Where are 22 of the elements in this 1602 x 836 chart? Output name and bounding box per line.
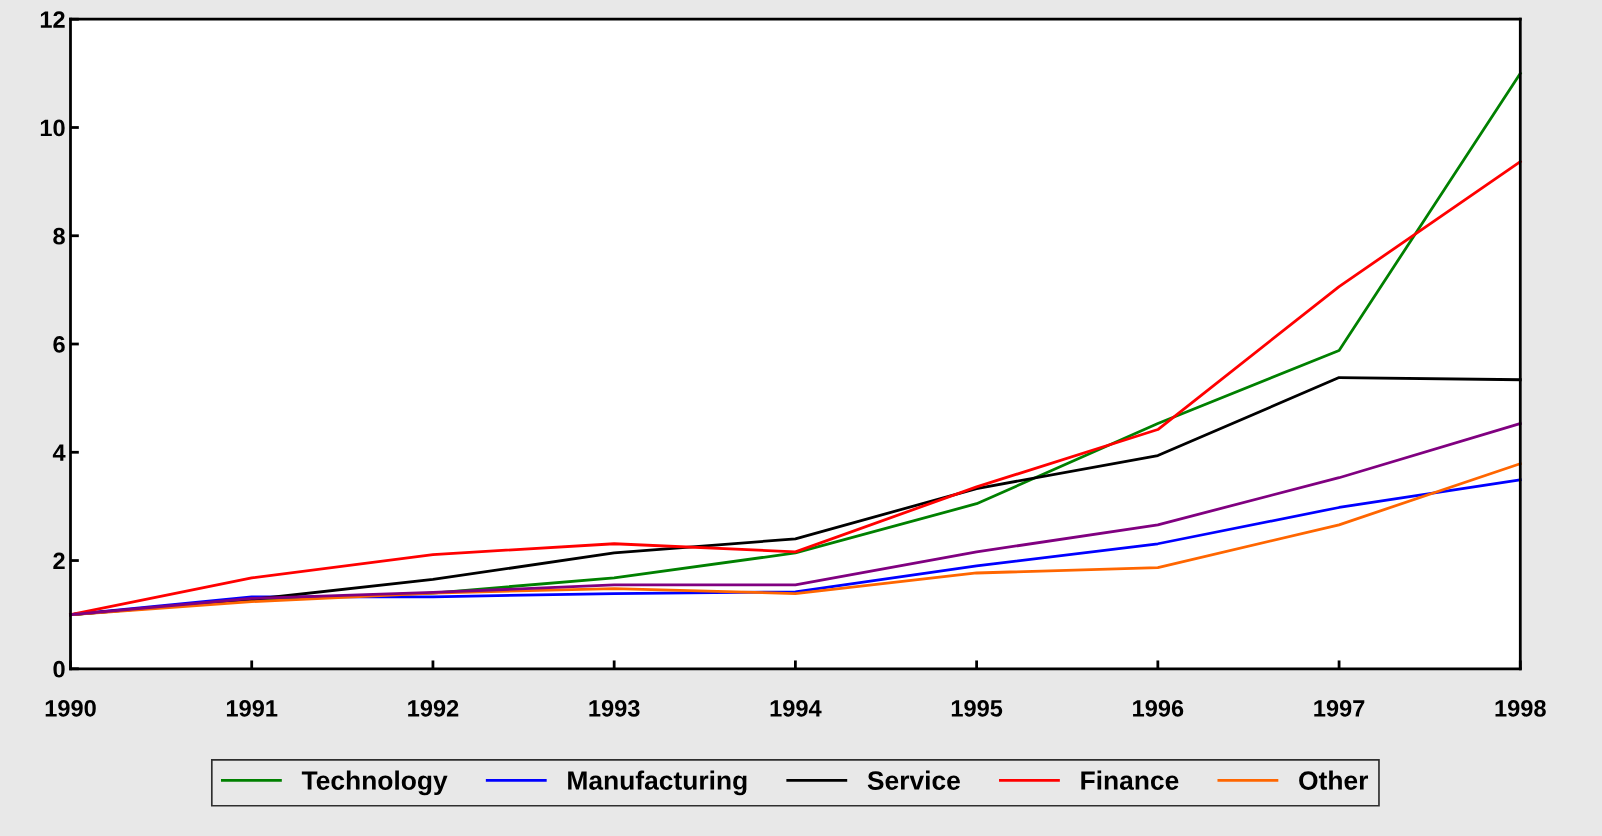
x-tick-label: 1998	[1495, 699, 1546, 717]
legend-label: Finance	[1081, 770, 1179, 790]
x-tick-label: 1991	[226, 699, 278, 717]
x-tick-label: 1996	[1133, 699, 1184, 717]
legend-label: Technology	[301, 770, 448, 796]
y-tick-label: 2	[53, 552, 65, 570]
x-tick-label: 1993	[589, 699, 640, 717]
y-tick-label: 8	[53, 227, 65, 245]
y-tick-label: 10	[40, 119, 65, 137]
x-tick-label: 1994	[770, 699, 822, 717]
y-tick-label: 0	[53, 660, 65, 678]
y-tick-label: 12	[40, 11, 65, 28]
legend-label: Other	[1299, 770, 1369, 790]
x-tick-label: 1990	[45, 699, 96, 717]
x-tick-label: 1992	[408, 699, 459, 717]
legend-label: Manufacturing	[568, 770, 747, 796]
x-tick-label: 1997	[1314, 699, 1365, 717]
legend-label: Service	[867, 770, 960, 790]
line-series	[69, 422, 1522, 617]
y-tick-label: 6	[53, 336, 65, 353]
x-tick-label: 1995	[951, 699, 1003, 717]
y-tick-label: 4	[52, 444, 66, 461]
